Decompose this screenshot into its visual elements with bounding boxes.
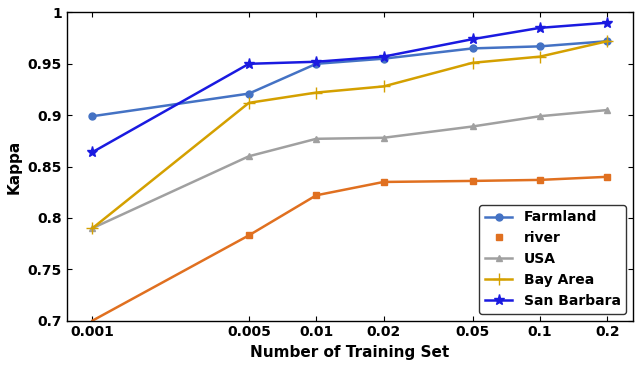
USA <box>380 135 387 140</box>
Legend: Farmland, river, USA, Bay Area, San Barbara: Farmland, river, USA, Bay Area, San Barb… <box>479 205 626 314</box>
Farmland <box>536 44 544 48</box>
San Barbara <box>468 37 476 41</box>
Bay Area <box>312 90 320 95</box>
USA <box>245 154 253 159</box>
USA <box>88 226 96 230</box>
X-axis label: Number of Training Set: Number of Training Set <box>250 345 449 360</box>
San Barbara <box>312 59 320 64</box>
river <box>536 178 544 182</box>
river <box>604 175 611 179</box>
USA <box>536 114 544 119</box>
Bay Area <box>88 226 96 230</box>
Farmland <box>468 46 476 51</box>
river <box>380 180 387 184</box>
Farmland <box>312 62 320 66</box>
river <box>245 233 253 237</box>
Bay Area <box>380 84 387 88</box>
Farmland <box>245 91 253 96</box>
San Barbara <box>245 62 253 66</box>
San Barbara <box>604 21 611 25</box>
USA <box>312 137 320 141</box>
Bay Area <box>245 101 253 105</box>
Bay Area <box>468 61 476 65</box>
Line: San Barbara: San Barbara <box>87 17 613 158</box>
Bay Area <box>604 39 611 43</box>
Line: USA: USA <box>89 106 611 232</box>
river <box>468 179 476 183</box>
Bay Area <box>536 54 544 59</box>
Farmland <box>380 57 387 61</box>
river <box>312 193 320 197</box>
Farmland <box>88 114 96 119</box>
Farmland <box>604 39 611 43</box>
Line: Farmland: Farmland <box>89 38 611 120</box>
San Barbara <box>88 150 96 155</box>
USA <box>468 124 476 129</box>
Line: Bay Area: Bay Area <box>87 36 613 234</box>
Line: river: river <box>245 173 611 239</box>
USA <box>604 108 611 112</box>
Y-axis label: Kappa: Kappa <box>7 139 22 194</box>
San Barbara <box>536 26 544 30</box>
San Barbara <box>380 54 387 59</box>
